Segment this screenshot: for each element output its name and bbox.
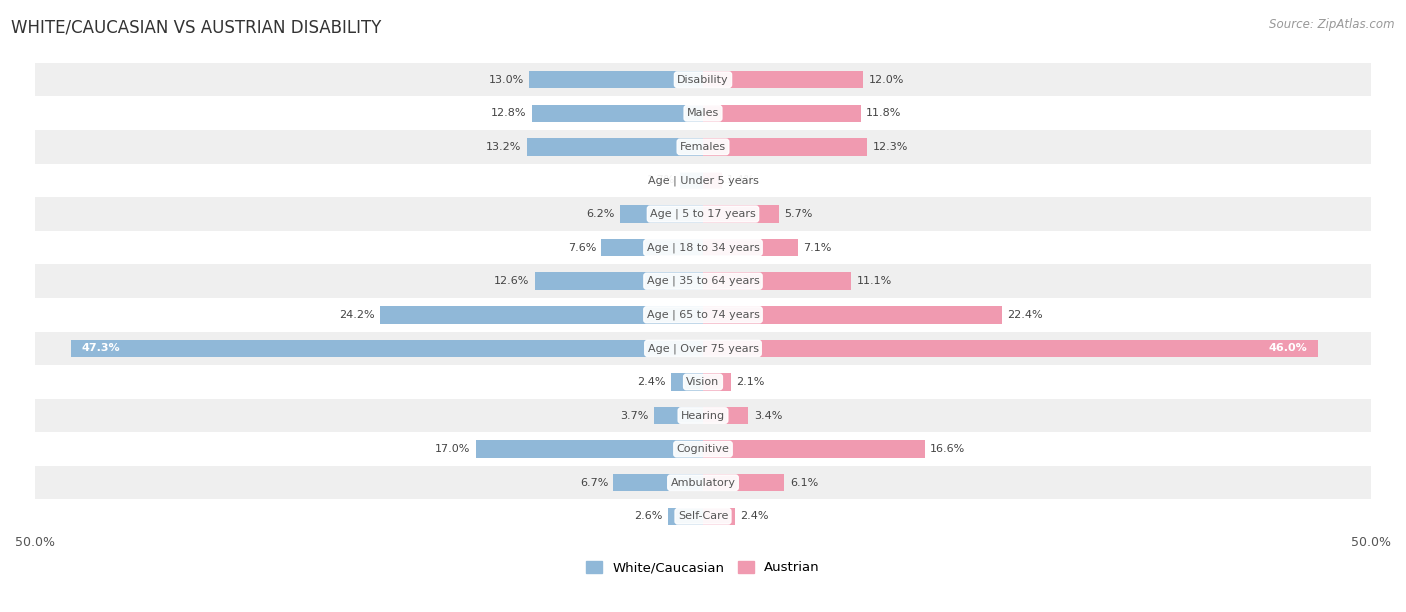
Bar (703, 507, 735, 525)
Bar (35, 130, 1371, 163)
Bar (703, 205, 779, 223)
Bar (620, 205, 703, 223)
Bar (35, 332, 1371, 365)
Text: 50.0%: 50.0% (1351, 536, 1391, 549)
Text: 5.7%: 5.7% (785, 209, 813, 219)
Text: 6.2%: 6.2% (586, 209, 614, 219)
Bar (35, 365, 1371, 399)
Text: Hearing: Hearing (681, 411, 725, 420)
Text: 17.0%: 17.0% (436, 444, 471, 454)
Text: Age | 18 to 34 years: Age | 18 to 34 years (647, 242, 759, 253)
Text: Age | 5 to 17 years: Age | 5 to 17 years (650, 209, 756, 219)
Text: 11.8%: 11.8% (866, 108, 901, 118)
Text: 1.4%: 1.4% (727, 176, 755, 185)
Text: 24.2%: 24.2% (339, 310, 374, 319)
Bar (72, 340, 703, 357)
Bar (35, 231, 1371, 264)
Bar (35, 197, 1371, 231)
Text: 6.1%: 6.1% (790, 478, 818, 488)
Legend: White/Caucasian, Austrian: White/Caucasian, Austrian (581, 556, 825, 580)
Text: 13.0%: 13.0% (489, 75, 524, 84)
Text: Age | Over 75 years: Age | Over 75 years (648, 343, 758, 354)
Text: 7.1%: 7.1% (803, 242, 831, 253)
Text: 12.8%: 12.8% (491, 108, 527, 118)
Bar (703, 105, 860, 122)
Text: Age | 65 to 74 years: Age | 65 to 74 years (647, 310, 759, 320)
Bar (35, 163, 1371, 197)
Bar (703, 239, 797, 256)
Text: Vision: Vision (686, 377, 720, 387)
Text: Males: Males (688, 108, 718, 118)
Bar (380, 306, 703, 324)
Text: 6.7%: 6.7% (579, 478, 609, 488)
Text: Age | Under 5 years: Age | Under 5 years (648, 175, 758, 185)
Bar (703, 138, 868, 155)
Bar (35, 432, 1371, 466)
Bar (602, 239, 703, 256)
Text: 12.0%: 12.0% (869, 75, 904, 84)
Bar (703, 340, 1317, 357)
Bar (529, 71, 703, 88)
Bar (703, 441, 925, 458)
Text: WHITE/CAUCASIAN VS AUSTRIAN DISABILITY: WHITE/CAUCASIAN VS AUSTRIAN DISABILITY (11, 18, 381, 36)
Text: Cognitive: Cognitive (676, 444, 730, 454)
Bar (35, 499, 1371, 533)
Text: 2.4%: 2.4% (741, 511, 769, 521)
Bar (475, 441, 703, 458)
Text: 1.7%: 1.7% (647, 176, 675, 185)
Text: 16.6%: 16.6% (931, 444, 966, 454)
Bar (35, 466, 1371, 499)
Bar (703, 172, 721, 189)
Text: Self-Care: Self-Care (678, 511, 728, 521)
Bar (35, 399, 1371, 432)
Text: Disability: Disability (678, 75, 728, 84)
Text: 2.6%: 2.6% (634, 511, 662, 521)
Bar (703, 71, 863, 88)
Bar (668, 507, 703, 525)
Text: 47.3%: 47.3% (82, 343, 121, 353)
Bar (534, 272, 703, 290)
Text: 46.0%: 46.0% (1268, 343, 1306, 353)
Bar (703, 373, 731, 390)
Text: 3.4%: 3.4% (754, 411, 782, 420)
Bar (703, 407, 748, 424)
Text: 12.6%: 12.6% (494, 276, 529, 286)
Bar (35, 63, 1371, 97)
Bar (703, 272, 851, 290)
Text: Source: ZipAtlas.com: Source: ZipAtlas.com (1270, 18, 1395, 31)
Bar (654, 407, 703, 424)
Bar (35, 97, 1371, 130)
Bar (527, 138, 703, 155)
Text: 3.7%: 3.7% (620, 411, 648, 420)
Bar (531, 105, 703, 122)
Text: 11.1%: 11.1% (856, 276, 891, 286)
Bar (613, 474, 703, 491)
Text: 50.0%: 50.0% (15, 536, 55, 549)
Text: Females: Females (681, 142, 725, 152)
Bar (703, 474, 785, 491)
Bar (35, 298, 1371, 332)
Bar (35, 264, 1371, 298)
Text: Ambulatory: Ambulatory (671, 478, 735, 488)
Text: 12.3%: 12.3% (873, 142, 908, 152)
Bar (671, 373, 703, 390)
Text: 13.2%: 13.2% (486, 142, 522, 152)
Text: 22.4%: 22.4% (1008, 310, 1043, 319)
Bar (681, 172, 703, 189)
Text: 7.6%: 7.6% (568, 242, 596, 253)
Text: 2.4%: 2.4% (637, 377, 665, 387)
Text: 2.1%: 2.1% (737, 377, 765, 387)
Bar (703, 306, 1002, 324)
Text: Age | 35 to 64 years: Age | 35 to 64 years (647, 276, 759, 286)
